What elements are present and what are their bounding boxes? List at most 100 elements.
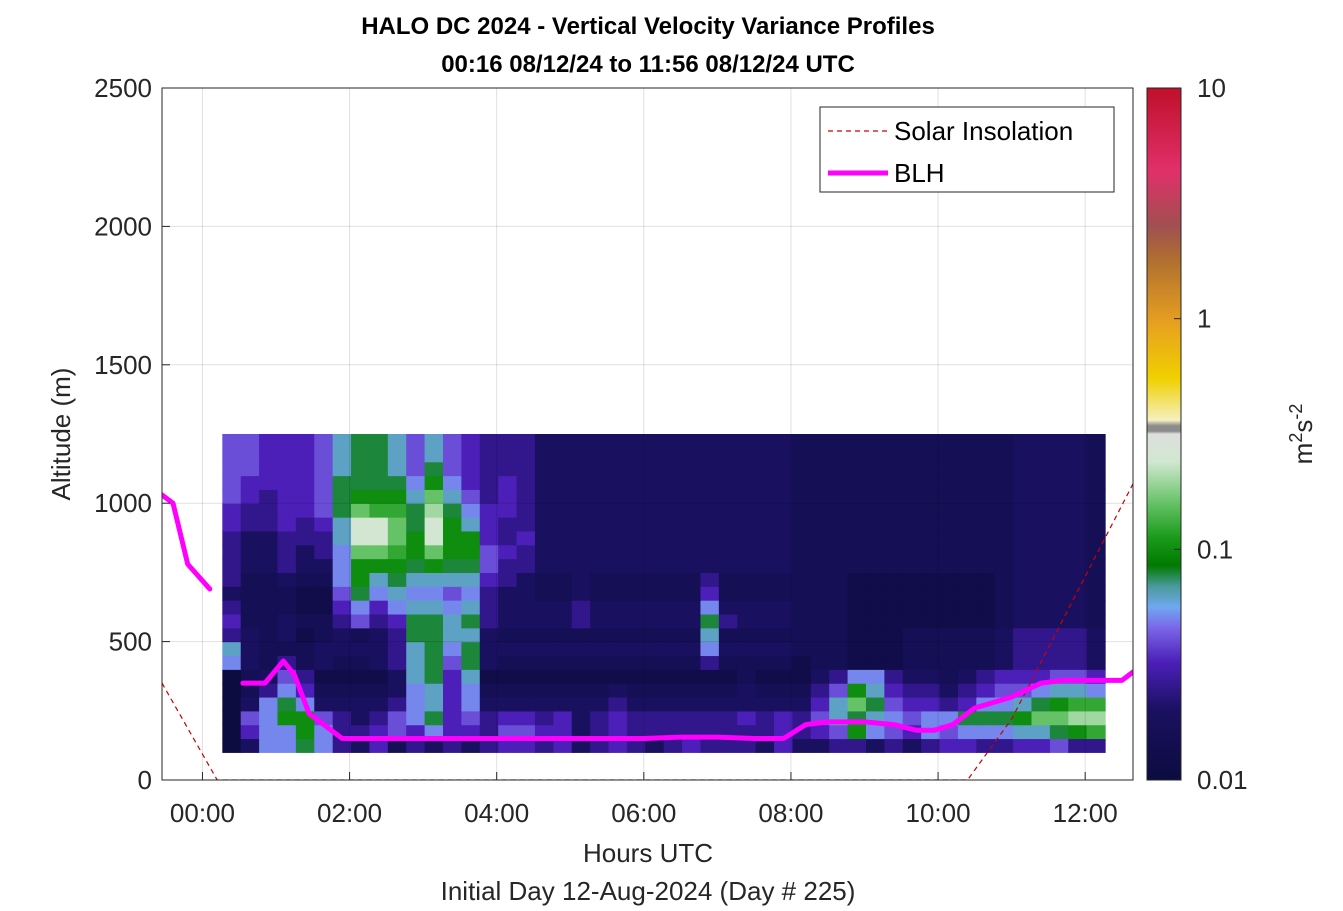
heatmap-cell [277, 600, 297, 615]
heatmap-cell [755, 517, 775, 532]
heatmap-cell [865, 641, 885, 657]
heatmap-cell [718, 558, 738, 573]
heatmap-cell [1068, 710, 1088, 726]
heatmap-cell [222, 586, 242, 601]
heatmap-cell [387, 683, 407, 698]
heatmap-cell [682, 530, 702, 546]
heatmap-cell [498, 710, 518, 726]
heatmap-cell [976, 489, 996, 504]
heatmap-cell [295, 489, 315, 504]
heatmap-cell [516, 724, 536, 740]
heatmap-cell [332, 572, 352, 587]
heatmap-cell [1031, 600, 1051, 615]
heatmap-cell [590, 627, 610, 643]
heatmap-cell [553, 600, 573, 615]
heatmap-cell [240, 434, 260, 449]
heatmap-cell [829, 530, 849, 546]
heatmap-cell [1049, 586, 1069, 601]
heatmap-cell [902, 558, 922, 573]
heatmap-cell [351, 738, 371, 753]
heatmap-cell [1086, 503, 1106, 518]
heatmap-cell [351, 627, 371, 643]
heatmap-cell [277, 738, 297, 753]
heatmap-cell [222, 544, 242, 560]
heatmap-cell [810, 558, 830, 573]
heatmap-cell [1049, 530, 1069, 546]
heatmap-cell [571, 503, 591, 518]
heatmap-cell [479, 475, 499, 490]
heatmap-cell [718, 696, 738, 712]
heatmap-cell [645, 572, 665, 587]
heatmap-cell [479, 724, 499, 740]
heatmap-cell [332, 627, 352, 643]
heatmap-cell [994, 586, 1014, 601]
heatmap-cell [259, 572, 279, 587]
heatmap-cell [406, 641, 426, 657]
heatmap-cell [792, 669, 812, 684]
heatmap-cell [277, 544, 297, 560]
heatmap-cell [571, 475, 591, 490]
heatmap-cell [829, 586, 849, 601]
heatmap-cell [682, 447, 702, 463]
heatmap-cell [847, 586, 867, 601]
heatmap-cell [1086, 655, 1106, 670]
heatmap-cell [718, 461, 738, 477]
heatmap-cell [663, 530, 683, 546]
heatmap-cell [277, 627, 297, 643]
heatmap-cell [682, 613, 702, 629]
heatmap-cell [608, 600, 628, 615]
heatmap-cell [755, 434, 775, 449]
heatmap-cell [369, 600, 389, 615]
heatmap-cell [976, 641, 996, 657]
heatmap-cell [847, 572, 867, 587]
heatmap-cell [957, 613, 977, 629]
heatmap-cell [737, 572, 757, 587]
heatmap-cell [939, 503, 959, 518]
heatmap-cell [590, 738, 610, 753]
heatmap-cell [700, 544, 720, 560]
heatmap-cell [1068, 627, 1088, 643]
solar-insolation-line [162, 483, 1133, 780]
heatmap-cell [737, 683, 757, 698]
heatmap-cell [222, 503, 242, 518]
heatmap-cell [755, 544, 775, 560]
heatmap-cell [387, 655, 407, 670]
heatmap-cell [865, 724, 885, 740]
heatmap-cell [755, 475, 775, 490]
heatmap-cell [792, 683, 812, 698]
heatmap-cell [571, 600, 591, 615]
heatmap-cell [424, 530, 444, 546]
heatmap-cell [1086, 461, 1106, 477]
chart-title: HALO DC 2024 - Vertical Velocity Varianc… [361, 13, 935, 40]
heatmap-cell [884, 572, 904, 587]
heatmap-cell [737, 434, 757, 449]
heatmap-cell [479, 572, 499, 587]
heatmap-cell [829, 641, 849, 657]
heatmap-cell [498, 641, 518, 657]
heatmap-cell [810, 434, 830, 449]
heatmap-cell [1086, 710, 1106, 726]
heatmap-cell [240, 641, 260, 657]
heatmap-cell [663, 434, 683, 449]
heatmap-cell [994, 503, 1014, 518]
heatmap-cell [608, 586, 628, 601]
heatmap-cell [406, 586, 426, 601]
heatmap-cell [534, 572, 554, 587]
heatmap-cell [424, 434, 444, 449]
heatmap-cell [994, 530, 1014, 546]
heatmap-cell [976, 600, 996, 615]
heatmap-cell [645, 489, 665, 504]
heatmap-cell [626, 530, 646, 546]
heatmap-cell [553, 461, 573, 477]
heatmap-cell [921, 489, 941, 504]
heatmap-cell [921, 655, 941, 670]
heatmap-cell [976, 724, 996, 740]
heatmap-cell [755, 655, 775, 670]
heatmap-cell [1013, 434, 1033, 449]
heatmap-cell [314, 489, 334, 504]
heatmap-cell [810, 572, 830, 587]
heatmap-cell [865, 461, 885, 477]
heatmap-cell [1049, 544, 1069, 560]
heatmap-cell [406, 696, 426, 712]
heatmap-cell [516, 475, 536, 490]
